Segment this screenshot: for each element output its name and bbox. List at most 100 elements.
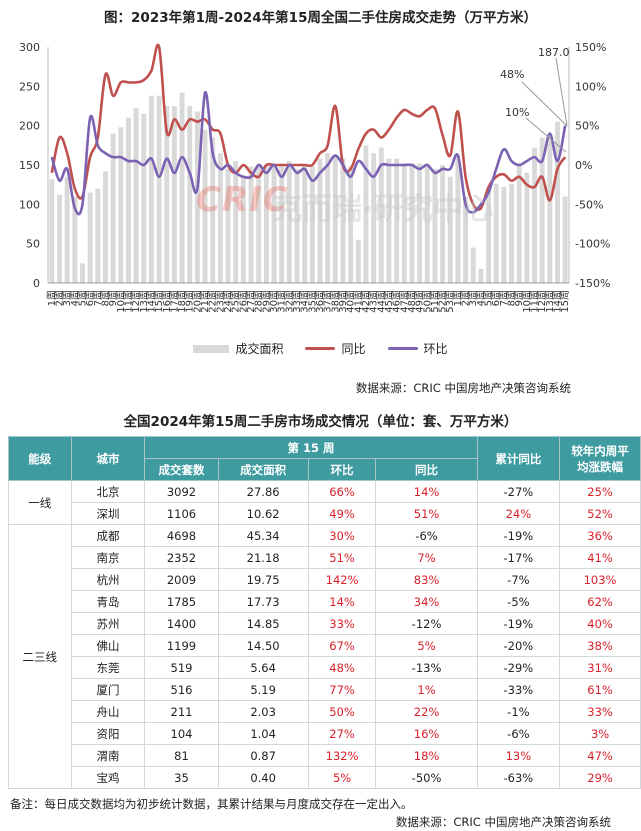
peak-cell: 52%	[559, 502, 641, 525]
legend-mom: 环比	[387, 340, 448, 357]
bar-area	[279, 166, 285, 283]
line-yoy	[50, 43, 567, 211]
bar-area	[202, 129, 208, 283]
x-tick-label: 15周	[559, 290, 571, 313]
bar-area	[148, 95, 154, 283]
city-cell: 青岛	[70, 590, 146, 613]
yoy-cell: 34%	[375, 590, 478, 613]
yoy-cell: 16%	[375, 722, 478, 745]
area-cell: 10.62	[217, 502, 309, 525]
bar-area	[532, 147, 537, 283]
x-tick-label: 4周	[69, 290, 81, 306]
x-tick-label: 10周	[115, 290, 127, 313]
x-tick-label: 52周	[437, 290, 449, 313]
bar-area	[332, 157, 338, 283]
x-tick-label: 34周	[299, 290, 311, 313]
area-cell: 19.75	[217, 568, 309, 591]
bar-area	[440, 165, 446, 283]
bar-area	[248, 166, 254, 283]
area-cell: 5.64	[217, 656, 309, 679]
y-right-tick: -150%	[575, 277, 610, 290]
x-tick-label: 20周	[191, 290, 203, 313]
mom-cell: 51%	[307, 546, 377, 569]
cum-yoy-cell: -19%	[476, 524, 561, 547]
table-row: 渭南 81 0.87 132% 18% 13% 47%	[9, 744, 641, 767]
callout-yoy: 10%	[505, 106, 529, 119]
x-tick-label: 2周	[460, 290, 472, 306]
cum-yoy-cell: -5%	[476, 590, 561, 613]
city-cell: 佛山	[70, 634, 146, 657]
bar-area	[194, 111, 200, 283]
cum-yoy-cell: -20%	[476, 634, 561, 657]
city-cell: 宝鸡	[70, 766, 146, 789]
bar-area	[95, 188, 101, 283]
bar-area	[110, 133, 116, 283]
header-mom: 环比	[307, 458, 377, 481]
city-cell: 东莞	[70, 656, 146, 679]
x-tick-label: 43周	[368, 290, 380, 313]
yoy-cell: 7%	[375, 546, 478, 569]
bar-area	[547, 135, 553, 283]
callout-area: 187.0	[538, 46, 570, 59]
bar-area	[49, 179, 55, 283]
x-tick-label: 50周	[421, 290, 433, 313]
x-tick-label: 6周	[84, 290, 96, 306]
x-tick-label: 12周	[130, 290, 142, 313]
cum-yoy-cell: -6%	[476, 722, 561, 745]
x-tick-label: 21周	[199, 290, 211, 313]
legend-yoy-swatch	[305, 347, 336, 350]
x-tick-label: 23周	[214, 290, 226, 313]
cum-yoy-cell: 13%	[476, 744, 561, 767]
bar-area	[516, 163, 522, 283]
x-tick-label: 9周	[513, 290, 525, 306]
yoy-cell: 83%	[375, 568, 478, 591]
peak-cell: 103%	[559, 568, 641, 591]
bar-area	[409, 163, 415, 283]
units-cell: 3092	[144, 480, 219, 503]
x-tick-label: 38周	[329, 290, 341, 313]
bar-area	[164, 106, 170, 283]
units-cell: 2009	[144, 568, 219, 591]
city-cell: 南京	[70, 546, 146, 569]
cum-yoy-cell: -29%	[476, 656, 561, 679]
area-cell: 0.87	[217, 744, 309, 767]
y-left-tick: 200	[19, 120, 40, 133]
cum-yoy-cell: 24%	[476, 502, 561, 525]
y-left-tick: 100	[19, 198, 40, 211]
x-tick-label: 15周	[153, 290, 165, 313]
bar-area	[432, 168, 438, 283]
yoy-cell: 18%	[375, 744, 478, 767]
cum-yoy-cell: -1%	[476, 700, 561, 723]
mom-cell: 27%	[307, 722, 377, 745]
bar-area	[233, 161, 239, 283]
city-cell: 渭南	[70, 744, 146, 767]
city-cell: 资阳	[70, 722, 146, 745]
cum-yoy-cell: -63%	[476, 766, 561, 789]
units-cell: 1785	[144, 590, 219, 613]
x-tick-label: 1周	[46, 290, 58, 306]
bar-area	[141, 113, 147, 283]
bar-area	[447, 176, 453, 283]
bar-area	[64, 176, 70, 283]
x-tick-label: 53周	[444, 290, 456, 313]
bar-area	[340, 158, 346, 283]
x-tick-label: 9周	[107, 290, 119, 306]
units-cell: 516	[144, 678, 219, 701]
x-tick-label: 35周	[306, 290, 318, 313]
bar-area	[57, 194, 62, 283]
bar-area	[348, 166, 354, 283]
header-peak: 较年内周平均涨跌幅	[559, 436, 641, 481]
peak-cell: 38%	[559, 634, 641, 657]
x-tick-label: 12周	[536, 290, 548, 313]
y-right-tick: 100%	[575, 80, 606, 93]
x-tick-label: 11周	[122, 290, 134, 313]
bar-area	[470, 247, 476, 283]
bar-area	[493, 183, 499, 283]
yoy-cell: 51%	[375, 502, 478, 525]
bar-area	[325, 153, 331, 283]
bar-area	[125, 117, 131, 283]
callout-yoy-line	[525, 117, 567, 153]
legend-mom-swatch	[387, 347, 418, 350]
table-row: 青岛 1785 17.73 14% 34% -5% 62%	[9, 590, 641, 613]
bar-area	[271, 165, 277, 283]
